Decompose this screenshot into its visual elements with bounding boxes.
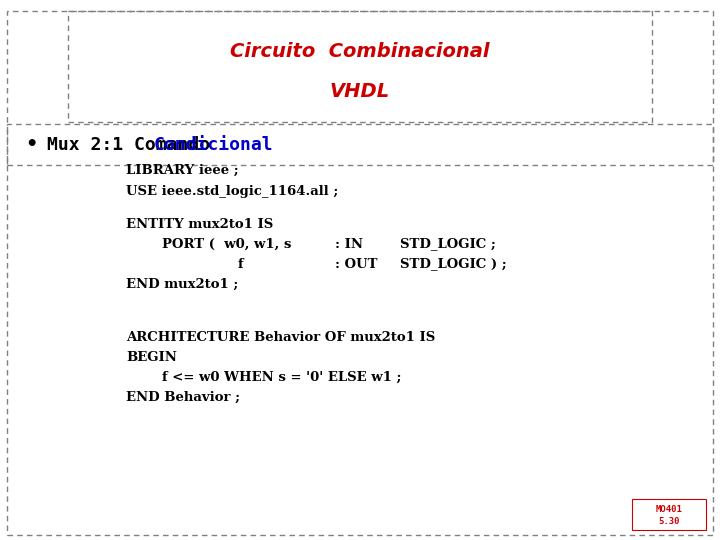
- Text: VHDL: VHDL: [330, 82, 390, 102]
- Text: Circuito  Combinacional: Circuito Combinacional: [230, 42, 490, 61]
- Text: USE ieee.std_logic_1164.all ;: USE ieee.std_logic_1164.all ;: [126, 185, 338, 198]
- Text: : OUT: : OUT: [335, 258, 377, 271]
- Text: f: f: [238, 258, 243, 271]
- Text: ENTITY mux2to1 IS: ENTITY mux2to1 IS: [126, 218, 274, 231]
- Text: •: •: [25, 135, 37, 154]
- Text: LIBRARY ieee ;: LIBRARY ieee ;: [126, 164, 239, 177]
- Text: BEGIN: BEGIN: [126, 351, 177, 364]
- Text: END mux2to1 ;: END mux2to1 ;: [126, 278, 238, 291]
- Text: STD_LOGIC ;: STD_LOGIC ;: [400, 238, 495, 251]
- Text: ARCHITECTURE Behavior OF mux2to1 IS: ARCHITECTURE Behavior OF mux2to1 IS: [126, 331, 436, 344]
- Text: 5.30: 5.30: [659, 517, 680, 526]
- Text: STD_LOGIC ) ;: STD_LOGIC ) ;: [400, 258, 506, 271]
- Text: END Behavior ;: END Behavior ;: [126, 391, 240, 404]
- Text: : IN: : IN: [335, 238, 363, 251]
- Text: Condicional: Condicional: [154, 136, 274, 154]
- Text: PORT (  w0, w1, s: PORT ( w0, w1, s: [162, 238, 292, 251]
- Text: f <= w0 WHEN s = '0' ELSE w1 ;: f <= w0 WHEN s = '0' ELSE w1 ;: [162, 371, 402, 384]
- Text: MO401: MO401: [656, 505, 683, 515]
- Text: Mux 2:1 Comando: Mux 2:1 Comando: [47, 136, 221, 154]
